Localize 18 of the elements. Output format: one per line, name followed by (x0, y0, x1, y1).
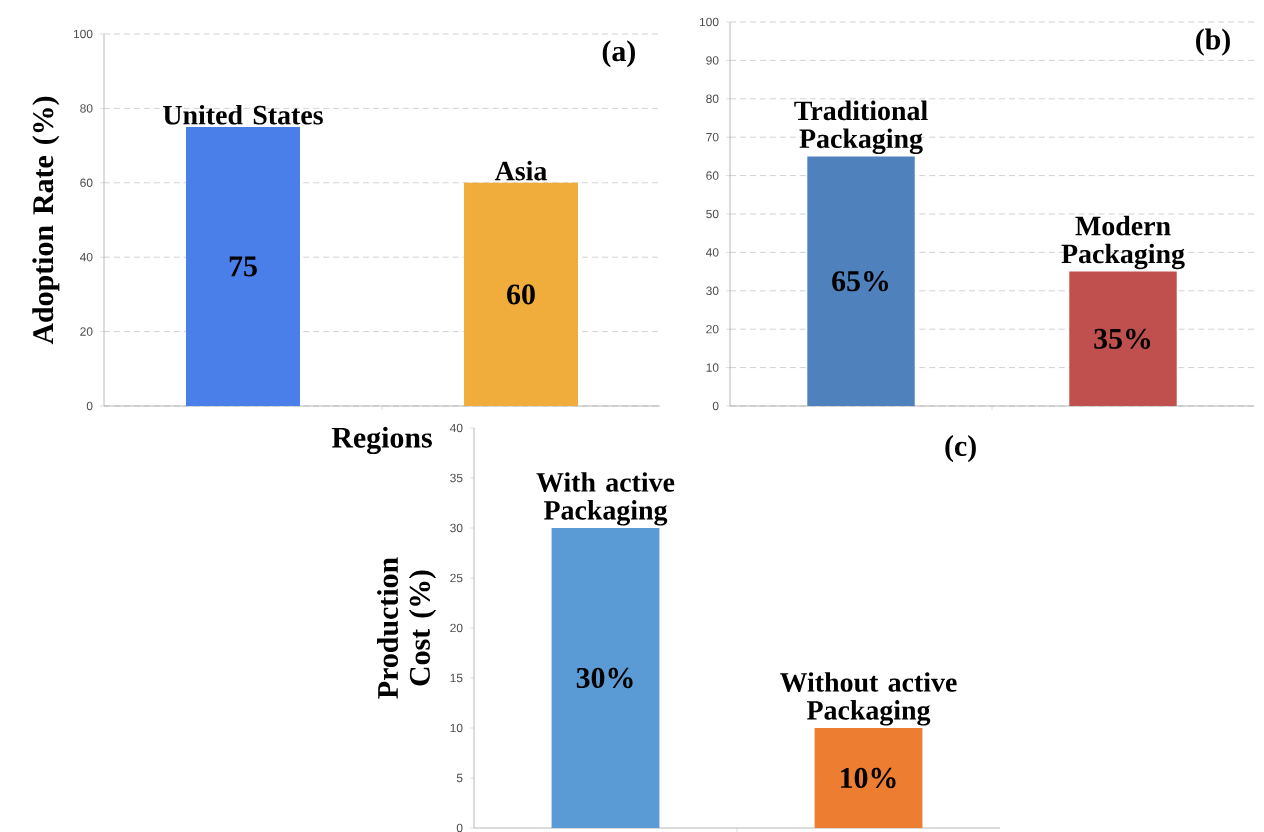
x-tick-label: With active Packaging (536, 472, 675, 526)
y-axis-title: Adoption Rate (%) (32, 96, 60, 345)
x-tick-label: Modern Packaging (1061, 215, 1185, 270)
x-tick-label: United States (163, 104, 323, 125)
x-axis-title: Regions (331, 426, 432, 455)
chart-title: (a) (602, 40, 635, 68)
y-axis-title: Production Cost (%) (377, 557, 437, 699)
x-tick-label: Without active Packaging (780, 672, 957, 726)
data-label: 10% (841, 767, 896, 789)
x-tick-label: Asia (494, 160, 547, 181)
chart-title: (c) (945, 435, 976, 463)
data-label: 35% (1094, 328, 1151, 349)
data-label: 75 (229, 256, 257, 277)
data-label: 30% (576, 667, 633, 689)
chart-title: (b) (1196, 28, 1230, 56)
data-label: 60 (507, 284, 535, 305)
x-tick-label: Traditional Packaging (794, 100, 928, 154)
data-label: 65% (832, 271, 889, 292)
